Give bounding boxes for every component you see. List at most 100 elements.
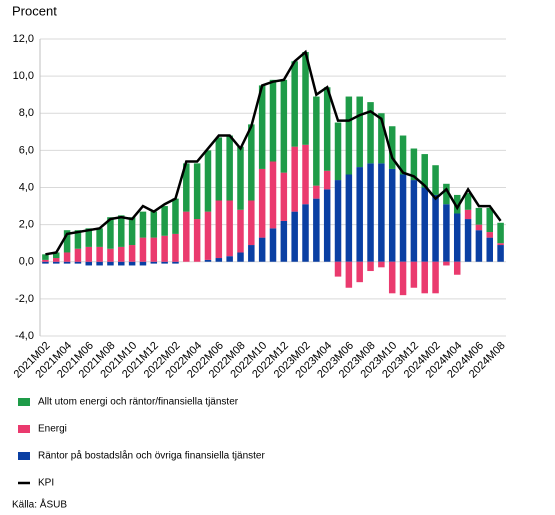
bar-segment — [226, 256, 233, 262]
bar-segment — [161, 235, 168, 262]
bar-segment — [345, 174, 353, 262]
bar-segment — [334, 180, 342, 262]
bar-segment — [85, 228, 93, 247]
bar-segment — [74, 261, 82, 264]
y-tick-label: -4,0 — [15, 330, 34, 342]
bar-segment — [334, 261, 342, 277]
y-tick-label: 12,0 — [13, 33, 34, 45]
legend-label: KPI — [38, 478, 54, 489]
bar-segment — [323, 189, 331, 262]
bar-segment — [204, 150, 212, 212]
bar-segment — [323, 87, 331, 171]
bar-segment — [486, 207, 493, 233]
bar-segment — [475, 224, 483, 231]
bar-segment — [183, 211, 190, 262]
bar-segment — [118, 215, 125, 247]
bar-segment — [128, 245, 136, 262]
bar-segment — [421, 261, 428, 294]
bar-segment — [161, 261, 168, 264]
bar-segment — [291, 61, 298, 147]
bar-segment — [453, 261, 461, 275]
bar-segment — [107, 261, 114, 266]
bar-segment — [378, 163, 385, 262]
bar-segment — [323, 170, 331, 190]
bar-segment — [74, 248, 82, 262]
bar-segment — [226, 135, 233, 201]
bar-segment — [313, 185, 320, 199]
bar-segment — [302, 144, 309, 205]
bar-segment — [399, 261, 407, 296]
bar-segment — [399, 174, 407, 262]
bar-segment — [410, 261, 418, 288]
bar-segment — [280, 172, 288, 221]
bar-segment — [356, 167, 363, 262]
kpi-line — [45, 49, 502, 256]
bar-segment — [63, 252, 71, 262]
bar-segment — [475, 207, 483, 225]
y-axis-title: Procent — [12, 3, 57, 18]
legend-swatch — [18, 425, 30, 433]
bar-segment — [367, 163, 374, 262]
bar-segment — [193, 163, 201, 220]
bar-segment — [139, 261, 147, 266]
bar-segment — [432, 261, 439, 294]
bar-segment — [388, 168, 396, 262]
bar-segment — [269, 228, 277, 262]
legend-swatch — [18, 452, 30, 460]
bar-segment — [172, 233, 179, 262]
bar-segment — [248, 200, 255, 246]
bar-segment — [367, 261, 374, 272]
bar-segment — [215, 137, 223, 201]
bar-segment — [248, 245, 255, 262]
bar-segment — [453, 213, 461, 262]
bar-segment — [215, 258, 223, 262]
bar-segment — [248, 124, 255, 201]
bar-segment — [139, 237, 147, 262]
bar-segment — [150, 261, 158, 264]
bar-segment — [410, 180, 418, 262]
bar-segment — [443, 183, 450, 205]
bar-segment — [291, 211, 298, 262]
bar-segment — [53, 252, 60, 259]
bar-segment — [464, 219, 472, 262]
bar-segment — [172, 198, 179, 234]
bar-segment — [258, 85, 266, 169]
y-tick-label: 8,0 — [19, 107, 34, 119]
bar-segment — [280, 220, 288, 262]
y-tick-label: 2,0 — [19, 219, 34, 231]
legend-label: Allt utom energi och räntor/finansiella … — [38, 397, 239, 408]
legend-label: Energi — [38, 424, 67, 435]
bar-segment — [421, 154, 428, 188]
bar-segment — [421, 187, 428, 262]
bar-segment — [96, 246, 103, 262]
bar-segment — [63, 261, 71, 264]
bar-segment — [302, 51, 309, 145]
bar-segment — [85, 261, 93, 266]
bar-segment — [367, 102, 374, 164]
bar-segment — [53, 261, 60, 264]
bar-segment — [161, 206, 168, 236]
bar-segment — [313, 198, 320, 262]
bar-segment — [118, 246, 125, 262]
bar-segment — [193, 219, 201, 262]
bar-segment — [486, 237, 493, 262]
bar-segment — [107, 217, 114, 249]
bar-segment — [443, 261, 450, 266]
bar-segment — [486, 232, 493, 238]
bar-segment — [345, 261, 353, 288]
y-tick-label: 6,0 — [19, 144, 34, 156]
bar-segment — [334, 122, 342, 181]
bar-segment — [388, 126, 396, 169]
bar-segment — [280, 79, 288, 173]
bar-segment — [356, 96, 363, 168]
bar-segment — [464, 193, 472, 210]
bar-segment — [237, 252, 244, 262]
bar-segment — [85, 246, 93, 262]
bar-segment — [63, 230, 71, 253]
bar-segment — [150, 211, 158, 238]
bar-segment — [215, 200, 223, 259]
bar-segment — [204, 259, 212, 262]
bar-segment — [453, 194, 461, 214]
bar-segment — [432, 194, 439, 262]
